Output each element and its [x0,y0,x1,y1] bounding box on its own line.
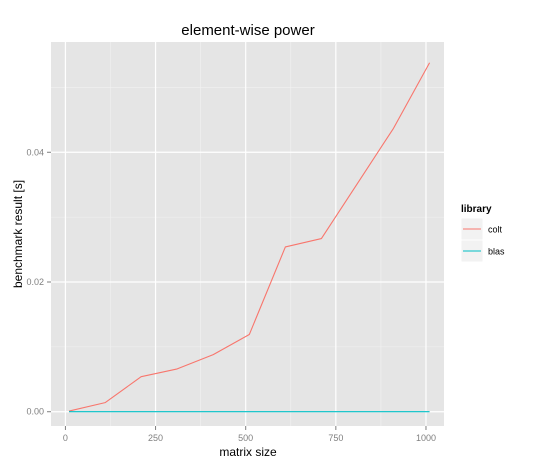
chart-title: element-wise power [181,22,314,39]
y-axis-label: benchmark result [s] [11,180,25,288]
legend-items: colt blas [460,217,505,263]
x-tick-label: 1000 [416,433,436,443]
y-tick-label: 0.00 [26,407,44,417]
x-axis-ticks: 0 250 500 750 1000 [63,426,436,443]
y-axis-ticks: 0.00 0.02 0.04 [26,147,51,417]
x-tick-label: 0 [63,433,68,443]
series-layer [68,62,431,413]
x-tick-label: 250 [148,433,163,443]
x-tick-label: 500 [238,433,253,443]
y-tick-label: 0.02 [26,277,44,287]
legend-item-blas: blas [460,239,505,263]
plot-panel [51,42,444,426]
x-tick-label: 750 [328,433,343,443]
legend-item-colt: colt [460,217,503,241]
legend: library colt blas [460,204,505,263]
legend-label: blas [488,247,505,257]
legend-label: colt [488,225,503,235]
series-line-colt [68,62,431,412]
y-tick-label: 0.04 [26,147,44,157]
minor-grid [51,42,444,426]
major-grid [51,42,444,426]
legend-title: library [461,204,492,215]
x-axis-label: matrix size [219,445,277,459]
